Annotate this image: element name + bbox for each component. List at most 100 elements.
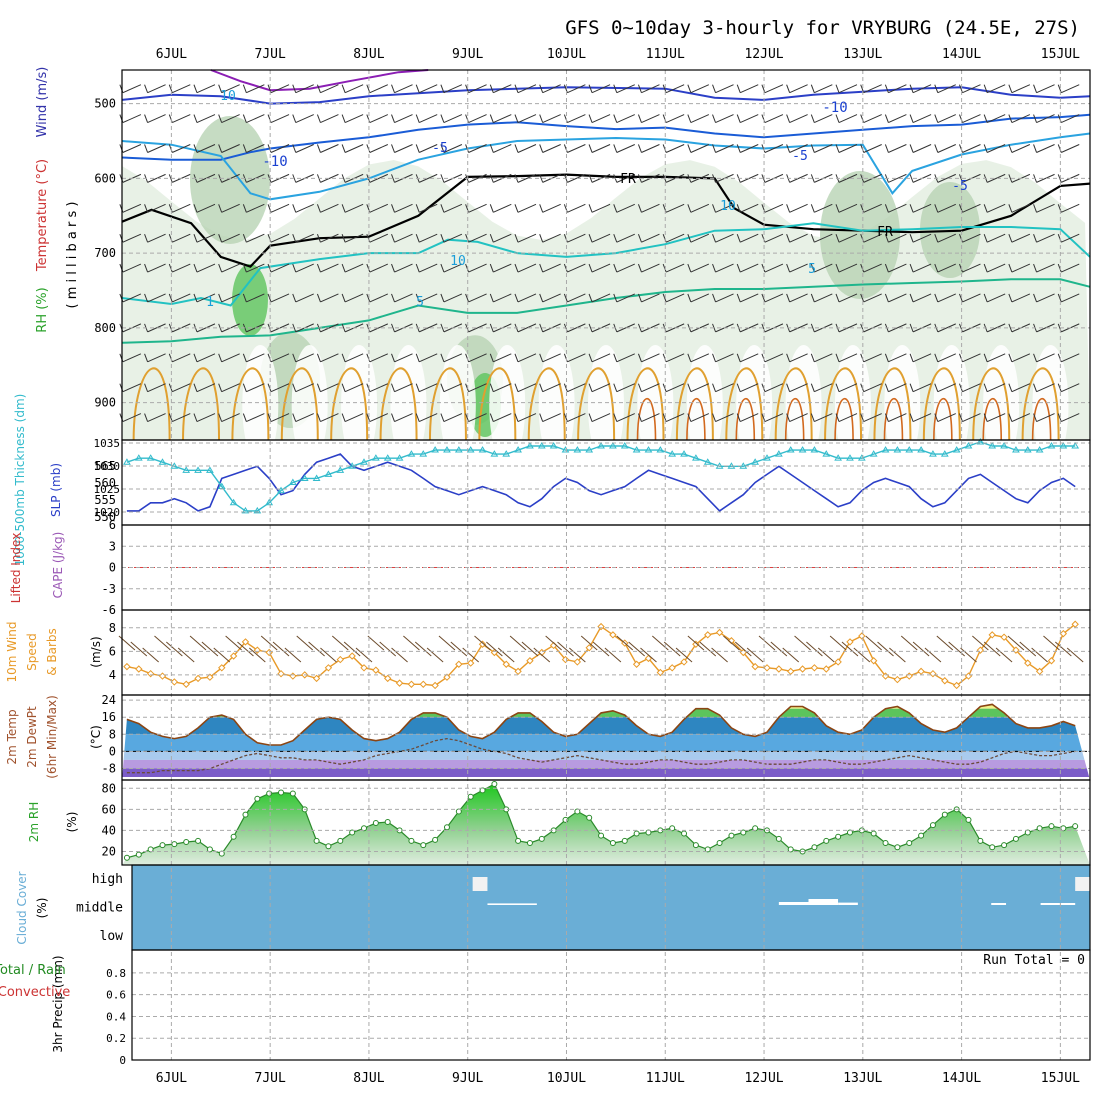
wind-speed-point xyxy=(561,655,570,664)
wind-barb xyxy=(270,203,290,213)
wind-barb xyxy=(567,233,586,243)
wind-barb-flag xyxy=(884,383,889,392)
wind-barb xyxy=(320,323,339,333)
wind-barb xyxy=(912,203,932,213)
wind-barb-flag xyxy=(539,323,544,333)
wind-barb-flag xyxy=(712,174,716,183)
wind-barb xyxy=(690,383,710,393)
wind-barb-flag xyxy=(687,144,692,153)
wind-barb xyxy=(493,383,512,393)
wind-barb-flag xyxy=(835,293,840,303)
wind-barb xyxy=(1011,84,1031,94)
wind-barb xyxy=(394,263,413,273)
pressure-tick-label: 500 xyxy=(94,97,116,111)
wind-barb xyxy=(246,84,265,94)
axis-tick-label: 0 xyxy=(109,561,116,575)
wind-barb-flag xyxy=(909,383,914,392)
slp-tick-label: 1025 xyxy=(94,483,121,496)
wind-barb xyxy=(986,323,1006,333)
wind-barb-flag xyxy=(613,234,618,243)
wind-speed-point xyxy=(668,664,676,672)
wind-speed-point xyxy=(218,664,226,672)
surface-wind-barb xyxy=(272,641,290,657)
wind-barb xyxy=(986,173,1006,183)
wind-barb xyxy=(295,144,314,153)
wind-barb xyxy=(221,144,240,153)
wind-barb-flag xyxy=(341,293,346,303)
wind-barb xyxy=(122,84,142,94)
date-label-bottom: 15JUL xyxy=(1041,1071,1080,1086)
wind-barb-flag xyxy=(884,84,889,93)
wind-barb-flag xyxy=(440,114,445,123)
wind-barb-flag xyxy=(934,353,939,362)
wind-barb xyxy=(567,84,586,94)
wind-barb-flag xyxy=(218,84,223,93)
wind-barb xyxy=(937,114,956,124)
wind-barb xyxy=(888,383,907,393)
wind-barb xyxy=(369,84,389,94)
wind-barb xyxy=(1036,413,1055,423)
wind-barb xyxy=(1036,263,1055,273)
wind-barb xyxy=(962,413,981,423)
wind-barb xyxy=(517,233,537,243)
wind-barb xyxy=(468,203,487,213)
temperature-contour xyxy=(121,173,1091,268)
wind-speed-point xyxy=(383,674,392,683)
wind-barb-flag xyxy=(316,413,321,422)
surface-wind-barb xyxy=(403,635,420,651)
wind-barb-flag xyxy=(391,234,395,243)
surface-wind-barb xyxy=(296,635,314,651)
wind-barb xyxy=(147,413,166,423)
upper-dry-loop xyxy=(242,345,279,465)
wind-barb-flag xyxy=(415,144,420,153)
wind-barb xyxy=(814,144,833,153)
wind-barb-flag xyxy=(465,144,470,153)
wind-barb xyxy=(616,293,635,303)
wind-barb-flag xyxy=(909,204,914,213)
wind-barb-flag xyxy=(637,323,642,333)
rh-point xyxy=(443,824,450,831)
upper-dry-loop xyxy=(291,345,328,465)
wind-barb xyxy=(295,413,314,423)
precip-tick-label: 0 xyxy=(119,1054,126,1067)
rh-point xyxy=(586,814,593,821)
wind-speed-point xyxy=(632,660,641,668)
date-label-top: 13JUL xyxy=(843,47,882,62)
wind-barb-flag xyxy=(489,204,494,213)
wind-barb xyxy=(1036,353,1055,363)
wind-barb xyxy=(986,84,1006,94)
warm-temperature-contour xyxy=(626,367,665,441)
wind-barb xyxy=(641,144,660,153)
warm-temperature-contour xyxy=(675,367,714,441)
wind-barb xyxy=(1061,263,1080,273)
wind-barb-flag xyxy=(736,234,741,243)
wind10m-unit: (m/s) xyxy=(89,636,103,667)
wind-barb-flag xyxy=(539,204,544,213)
axis-tick-label: 40 xyxy=(102,823,116,837)
wind-barb-flag xyxy=(292,293,297,303)
rh-point xyxy=(538,835,545,842)
warm-temperature-contour xyxy=(824,367,863,441)
temp2m-axis-title: 2m Temp xyxy=(5,709,19,764)
wind-barb-flag xyxy=(712,84,716,93)
wind-barb xyxy=(591,413,611,423)
surface-wind-barb xyxy=(521,641,539,657)
wind-barb xyxy=(443,233,463,243)
wind-barb-flag xyxy=(539,114,544,123)
wind-barb xyxy=(888,203,907,213)
wind-barb xyxy=(863,203,882,213)
wind-barb xyxy=(986,413,1006,423)
wind-barb xyxy=(937,353,956,363)
wind-barb xyxy=(295,263,314,273)
surface-wind-barb xyxy=(248,647,266,663)
thickness-point xyxy=(751,458,760,465)
wind-barb xyxy=(147,84,166,94)
cloud-segment xyxy=(808,879,839,899)
wind-barb xyxy=(591,203,611,213)
rh-point xyxy=(823,837,830,844)
wind-barb xyxy=(468,114,487,124)
wind-barb-flag xyxy=(983,353,988,362)
rh-point xyxy=(1072,823,1079,830)
upper-dry-loop xyxy=(884,345,921,465)
